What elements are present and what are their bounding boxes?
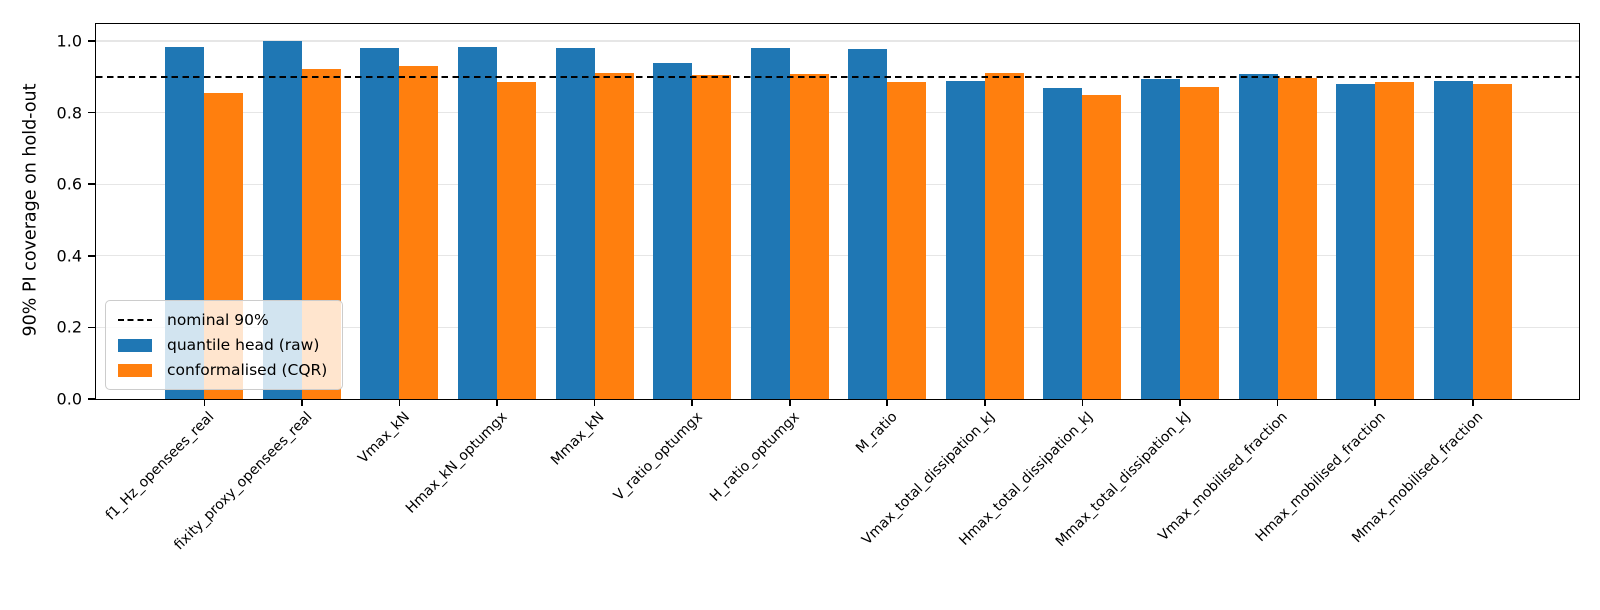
bar-conformalised-cqr	[594, 73, 634, 399]
x-tick	[593, 399, 596, 406]
x-tick	[1276, 399, 1279, 406]
y-gridline	[96, 40, 1579, 42]
bar-quantile-head-raw	[1043, 87, 1083, 399]
x-tick	[301, 399, 303, 406]
bar-conformalised-cqr	[497, 82, 536, 399]
bar-conformalised-cqr	[1180, 87, 1219, 399]
bar-quantile-head-raw	[360, 47, 400, 399]
bar-quantile-head-raw	[750, 47, 790, 399]
x-tick-label: Vmax_kN	[355, 409, 413, 467]
bar-quantile-head-raw	[458, 46, 497, 399]
y-tick-label: 1.0	[56, 31, 82, 51]
bar-conformalised-cqr	[1277, 77, 1317, 399]
legend-swatch-nominal-90	[118, 319, 152, 321]
y-tick-label: 0.2	[56, 317, 82, 337]
y-tick	[87, 183, 95, 185]
y-gridline	[96, 183, 1579, 185]
legend: nominal 90% quantile head (raw) conformali…	[105, 300, 344, 390]
bar-conformalised-cqr	[692, 75, 732, 399]
y-tick	[87, 255, 95, 257]
x-tick	[1081, 399, 1084, 406]
legend-item-label: quantile head (raw)	[167, 336, 320, 354]
y-gridline	[96, 112, 1579, 114]
bar-conformalised-cqr	[984, 72, 1024, 399]
y-tick-label: 0.8	[56, 103, 82, 123]
legend-item: conformalised (CQR)	[118, 361, 327, 379]
bar-quantile-head-raw	[653, 62, 693, 399]
y-tick-label: 0.4	[56, 246, 82, 266]
y-axis-title: 90% PI coverage on hold-out	[20, 83, 41, 337]
legend-item-label: conformalised (CQR)	[167, 361, 328, 379]
bar-quantile-head-raw	[555, 47, 595, 399]
y-tick-label: 0.6	[56, 174, 82, 194]
y-gridline	[96, 255, 1579, 257]
x-tick	[1374, 399, 1376, 406]
x-tick-label: f1_Hz_opensees_real	[103, 409, 218, 524]
nominal-90-line	[96, 75, 1579, 78]
x-tick	[1471, 399, 1474, 406]
bar-conformalised-cqr	[789, 74, 829, 399]
x-tick	[788, 399, 791, 406]
x-tick	[203, 399, 206, 406]
y-tick-label: 0.0	[56, 389, 82, 409]
legend-swatch-quantile-head-raw	[118, 338, 152, 352]
x-tick-label: H_ratio_optumgx	[707, 409, 804, 505]
x-tick	[886, 399, 889, 406]
bar-quantile-head-raw	[945, 81, 985, 399]
bar-conformalised-cqr	[1472, 84, 1512, 399]
bar-conformalised-cqr	[1082, 95, 1122, 399]
x-tick	[1179, 399, 1181, 406]
bar-quantile-head-raw	[1141, 79, 1180, 399]
legend-item: nominal 90%	[118, 311, 327, 329]
x-tick-label: Hmax_kN_optumgx	[402, 409, 511, 517]
x-tick	[984, 399, 986, 406]
y-gridline	[96, 326, 1579, 328]
y-tick	[87, 326, 95, 329]
bar-conformalised-cqr	[1375, 82, 1415, 399]
bar-quantile-head-raw	[1433, 80, 1473, 399]
x-tick	[691, 399, 693, 406]
legend-swatch-conformalised-cqr	[118, 363, 152, 377]
bar-quantile-head-raw	[848, 49, 888, 399]
legend-item-label: nominal 90%	[167, 311, 269, 329]
x-tick-label: Mmax_kN	[548, 409, 608, 469]
bar-quantile-head-raw	[1238, 74, 1278, 399]
x-tick-label: M_ratio	[852, 409, 901, 457]
y-tick	[87, 398, 95, 400]
plot-area: 0.0 0.2 0.4 0.6 0.8 1.0 f1_Hz_opensees_real fix…	[57, 23, 1580, 553]
x-tick	[398, 399, 401, 406]
bar-conformalised-cqr	[399, 66, 439, 399]
x-tick	[496, 399, 498, 406]
legend-item: quantile head (raw)	[118, 336, 327, 354]
x-tick-label: V_ratio_optumgx	[610, 409, 706, 505]
y-tick	[87, 111, 95, 114]
bar-quantile-head-raw	[1336, 83, 1376, 399]
bar-conformalised-cqr	[887, 82, 927, 399]
y-tick	[87, 40, 95, 42]
